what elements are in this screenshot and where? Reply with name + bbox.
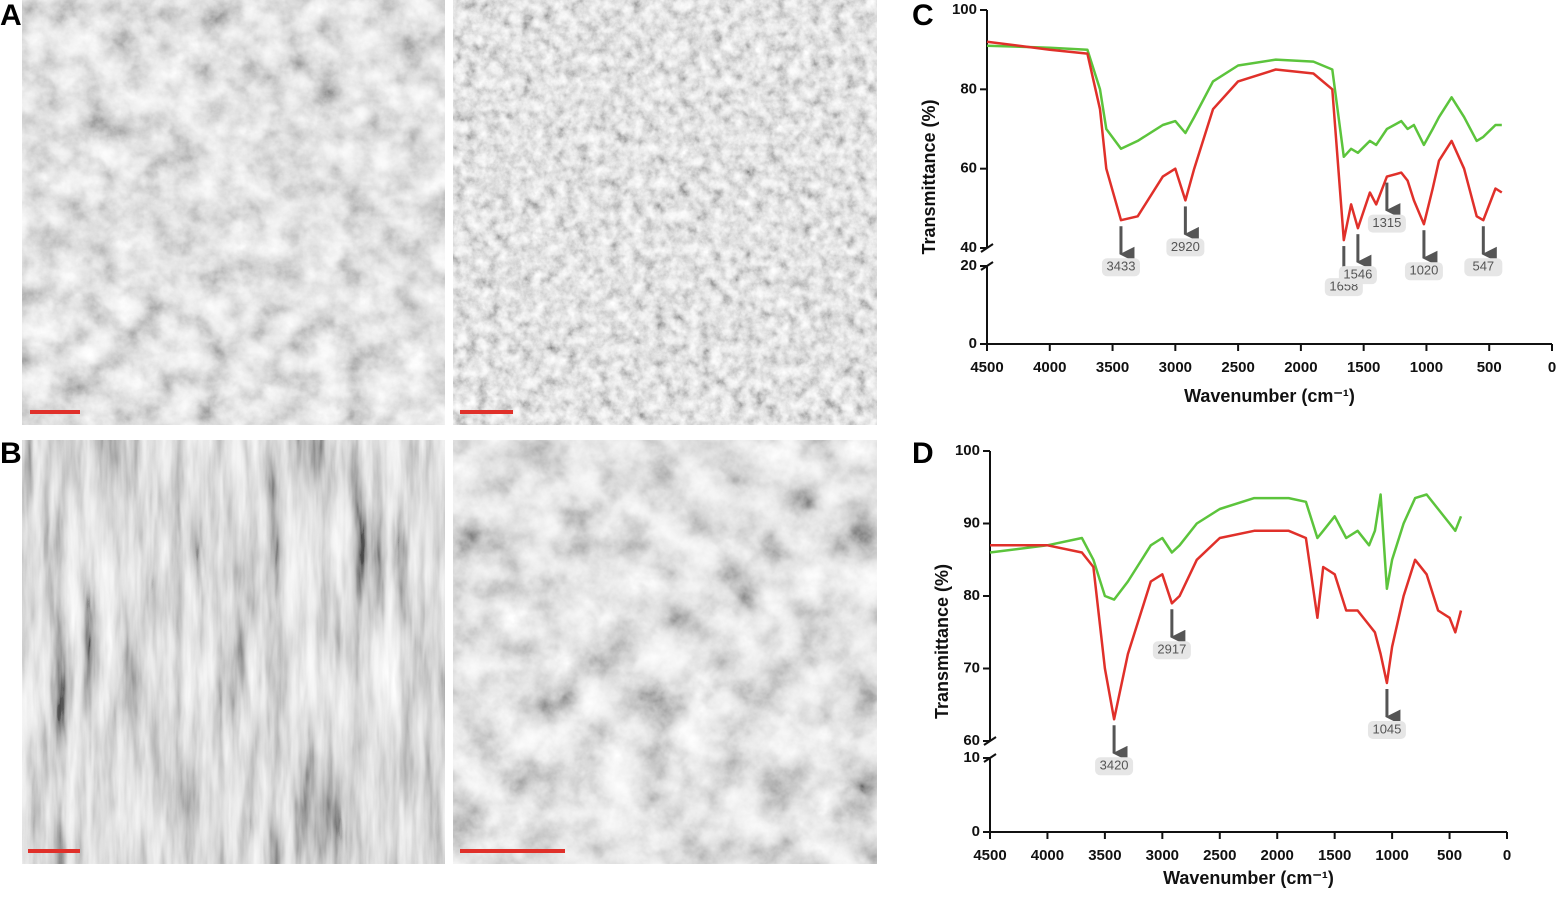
spectrum-line [986, 44, 1502, 159]
y-tick-label: 40 [960, 239, 977, 256]
annotation-label: 3433 [1107, 259, 1136, 274]
x-tick-label: 3500 [1096, 359, 1129, 376]
x-tick-label: 4500 [970, 359, 1003, 376]
y-tick-label: 20 [960, 257, 977, 274]
sem-image [22, 440, 445, 864]
annotation-box [1367, 214, 1406, 233]
x-tick-label: 4500 [973, 847, 1006, 864]
x-tick-label: 1000 [1375, 847, 1408, 864]
annotation-box [1338, 266, 1377, 285]
annotation-label: 1315 [1372, 215, 1401, 230]
x-tick-label: 2500 [1203, 847, 1236, 864]
x-tick-label: 2500 [1221, 359, 1254, 376]
sem-image [22, 0, 445, 425]
annotation-label: 1045 [1372, 721, 1401, 736]
x-tick-label: 2000 [1261, 847, 1294, 864]
x-tick-label: 4000 [1031, 847, 1064, 864]
x-tick-label: 0 [1503, 847, 1511, 864]
spectrum-line [986, 40, 1503, 242]
annotation-label: 1546 [1343, 267, 1372, 282]
y-tick-label: 10 [963, 749, 980, 766]
sem-images [22, 0, 877, 864]
y-tick-label: 0 [972, 823, 980, 840]
x-tick-label: 1500 [1318, 847, 1351, 864]
y-axis-label: Transmittance (%) [919, 99, 939, 254]
x-tick-label: 3000 [1159, 359, 1192, 376]
annotation-box [1367, 721, 1406, 739]
y-tick-label: 90 [963, 514, 980, 531]
y-tick-label: 100 [952, 1, 977, 18]
spectrum-line [989, 493, 1463, 601]
x-axis-label: Wavenumber (cm⁻¹) [1163, 868, 1334, 888]
annotation-box [1464, 258, 1503, 277]
sem-image [453, 0, 877, 425]
annotation-box [1101, 258, 1140, 277]
annotation-label: 2920 [1171, 239, 1200, 254]
x-tick-label: 1000 [1410, 359, 1443, 376]
x-tick-label: 1500 [1347, 359, 1380, 376]
panel-label: B [0, 437, 22, 470]
x-tick-label: 2000 [1284, 359, 1317, 376]
y-tick-label: 60 [963, 732, 980, 749]
annotation-label: 3420 [1100, 758, 1129, 773]
annotation-label: 547 [1472, 259, 1494, 274]
panel-label: D [912, 437, 934, 470]
y-tick-label: 70 [963, 659, 980, 676]
x-tick-label: 3500 [1088, 847, 1121, 864]
annotation-label: 2917 [1157, 642, 1186, 657]
panel-label: C [912, 0, 934, 32]
x-tick-label: 4000 [1033, 359, 1066, 376]
x-tick-label: 3000 [1146, 847, 1179, 864]
annotation-box [1404, 262, 1443, 281]
annotation-box [1152, 641, 1191, 660]
y-tick-label: 100 [955, 442, 980, 459]
x-axis-label: Wavenumber (cm⁻¹) [1184, 386, 1355, 406]
panel-label: A [0, 0, 22, 32]
y-tick-label: 80 [963, 587, 980, 604]
x-tick-label: 500 [1477, 359, 1502, 376]
y-tick-label: 60 [960, 160, 977, 177]
sem-image [453, 440, 877, 864]
y-tick-label: 80 [960, 80, 977, 97]
y-tick-label: 0 [969, 335, 977, 352]
x-tick-label: 0 [1548, 359, 1556, 376]
spectrum-line [990, 529, 1463, 721]
x-tick-label: 500 [1437, 847, 1462, 864]
annotation-label: 1020 [1409, 263, 1438, 278]
annotation-box [1095, 757, 1134, 776]
y-axis-label: Transmittance (%) [932, 564, 952, 719]
annotation-box [1166, 238, 1205, 257]
